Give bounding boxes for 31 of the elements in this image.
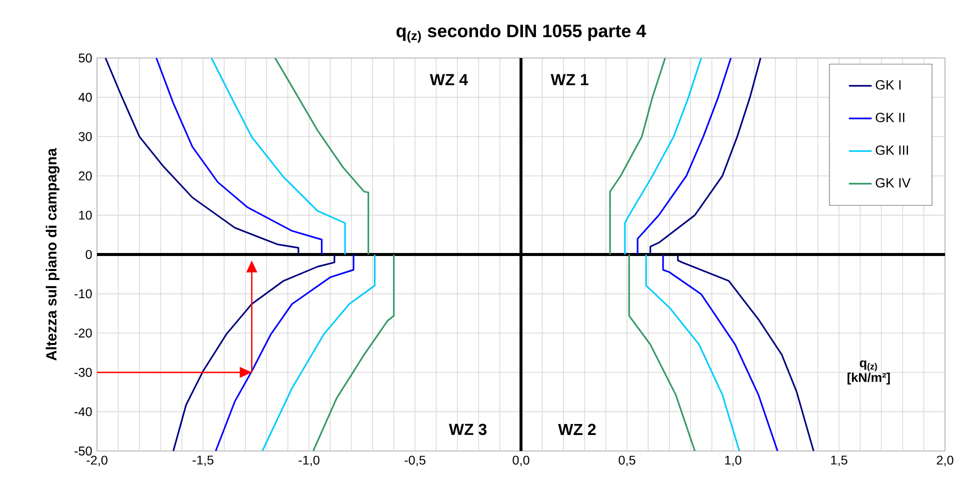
annotation: WZ 1 [550, 74, 588, 86]
x-tick-label: 1,5 [831, 456, 848, 466]
x-tick-label: -1,0 [298, 456, 320, 466]
legend-label: GK I [876, 80, 901, 90]
x-tick-label: 0,0 [512, 456, 530, 466]
y-tick-label: -50 [74, 446, 92, 456]
y-tick-label: 30 [78, 132, 92, 142]
annotation: WZ 2 [558, 424, 596, 435]
x-tick-label: -1,5 [192, 456, 214, 466]
x-tick-label: 1,0 [725, 456, 742, 466]
y-axis-title: Altezza sul piano di campagna [46, 148, 60, 360]
y-tick-label: 10 [79, 210, 92, 220]
y-tick-label: -10 [74, 289, 92, 298]
y-tick-label: -40 [74, 407, 92, 416]
x-tick-label: -2,0 [86, 456, 108, 466]
y-tick-label: -30 [74, 368, 92, 377]
annotation: WZ 4 [430, 74, 468, 86]
y-tick-label: 0 [86, 250, 92, 259]
x-tick-label: -0,5 [404, 456, 426, 466]
legend-label: GK IV [876, 178, 911, 188]
y-tick-label: 50 [78, 54, 92, 62]
y-tick-label: -20 [74, 328, 92, 338]
chart-title: q$_{(z)}$ secondo DIN 1055 parte 4 [396, 24, 646, 43]
legend-label: GK II [876, 112, 904, 122]
annotation: WZ 3 [448, 424, 487, 436]
legend-label: GK III [876, 145, 908, 155]
x-axis-title: q$_{(z)}$ [kN/m²] [848, 360, 890, 384]
y-tick-label: 40 [78, 92, 92, 102]
y-tick-label: 20 [78, 171, 92, 180]
x-tick-label: 0,5 [618, 456, 636, 466]
x-tick-label: 2,0 [936, 456, 954, 466]
